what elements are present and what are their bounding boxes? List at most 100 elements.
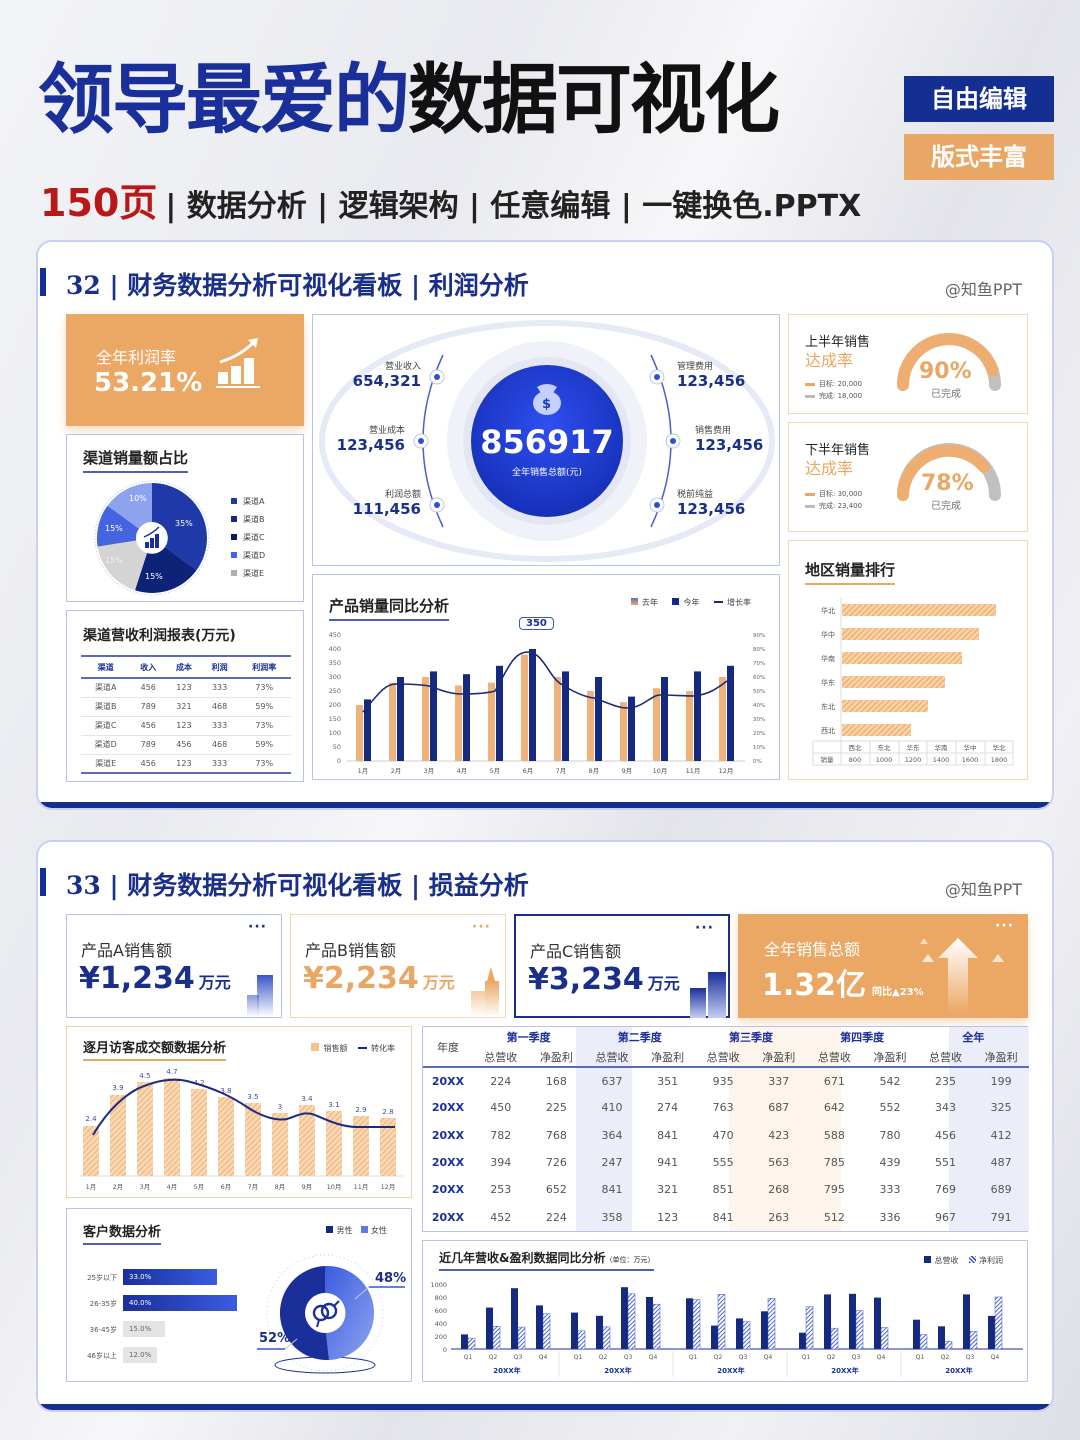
money-bag-icon: $ bbox=[533, 384, 561, 415]
svg-text:4.2: 4.2 bbox=[193, 1079, 204, 1087]
gender-donut-chart bbox=[257, 1254, 405, 1374]
svg-text:20%: 20% bbox=[753, 731, 765, 737]
hero-title: 领导最爱的数据可视化 bbox=[38, 62, 780, 138]
svg-text:15%: 15% bbox=[105, 556, 123, 565]
svg-text:11月: 11月 bbox=[686, 767, 701, 775]
svg-text:300: 300 bbox=[329, 673, 341, 681]
svg-text:10月: 10月 bbox=[653, 767, 668, 775]
svg-text:10月: 10月 bbox=[327, 1183, 342, 1191]
card-title: 近几年营收&盈利数据同比分析（单位：万元） bbox=[439, 1249, 655, 1271]
visitor-revenue-card: 逐月访客成交额数据分析 销售额 转化率 2.4 3.9 4.5 4.7 4.2 3.8 3.… bbox=[66, 1026, 412, 1198]
more-menu-icon[interactable]: ··· bbox=[695, 920, 714, 936]
table-row: 渠道A 456 123 333 73% bbox=[81, 678, 291, 698]
svg-text:西北: 西北 bbox=[849, 744, 863, 752]
kpi-value: ¥3,234 万元 bbox=[528, 962, 680, 997]
hero-title-blue: 领导最爱的 bbox=[38, 55, 410, 144]
svg-text:1000: 1000 bbox=[430, 1281, 447, 1289]
svg-text:Q3: Q3 bbox=[624, 1354, 633, 1361]
peak-callout: 350 bbox=[519, 617, 554, 630]
h2-gauge bbox=[897, 443, 1001, 501]
svg-text:2月: 2月 bbox=[391, 767, 402, 775]
svg-text:Q4: Q4 bbox=[991, 1354, 1000, 1361]
sales-total-label: 全年销售总额(元) bbox=[511, 468, 583, 478]
yearly-grouped-bar-chart: 1000 800 600 400 200 0 Q1 Q2 Q3 Q4 Q1 Q2 Q3 Q4 Q1 Q2… bbox=[430, 1281, 1023, 1377]
channel-share-card: 渠道销量额占比 35% 15% 15% 15% 10% 渠道A 渠道B 渠道C … bbox=[66, 434, 304, 602]
growth-chart-icon bbox=[216, 338, 260, 388]
quarterly-table: 年度 第一季度 第二季度 第三季度 第四季度 全年 总营收 净盈利 总营收 净盈利 … bbox=[423, 1027, 1029, 1231]
profit-rate-label: 全年利润率 bbox=[96, 348, 177, 367]
svg-text:Q3: Q3 bbox=[852, 1354, 861, 1361]
panel-title: 32 | 财务数据分析可视化看板 | 利润分析 bbox=[40, 266, 529, 302]
svg-text:0: 0 bbox=[337, 757, 341, 765]
table-row: 20XX 450 225 410 274 763 687 642 552 343 325 bbox=[431, 1101, 1012, 1115]
panel-title: 33 | 财务数据分析可视化看板 | 损益分析 bbox=[40, 866, 529, 902]
svg-text:0: 0 bbox=[443, 1346, 447, 1354]
kpi-value: 1.32亿 同比▲23% bbox=[762, 968, 924, 1003]
more-menu-icon[interactable]: ··· bbox=[472, 919, 491, 935]
table-row: 20XX 452 224 358 123 841 263 512 336 967 791 bbox=[431, 1210, 1012, 1224]
svg-text:华南: 华南 bbox=[935, 743, 949, 752]
metric-total-profit: 利润总额 111,456 bbox=[352, 490, 421, 518]
svg-text:90%: 90% bbox=[753, 633, 765, 639]
age-labels: 25岁以下 26-35岁 36-45岁 46岁以上 bbox=[87, 1274, 117, 1360]
svg-text:400: 400 bbox=[329, 645, 341, 653]
svg-text:Q2: Q2 bbox=[489, 1354, 498, 1361]
table-row: 渠道C 456 123 333 73% bbox=[81, 716, 291, 736]
brand-watermark: @知鱼PPT bbox=[944, 880, 1022, 899]
svg-text:200: 200 bbox=[435, 1333, 447, 1341]
legend-item: 渠道A bbox=[231, 493, 265, 511]
kpi-value: ¥1,234 万元 bbox=[79, 961, 231, 996]
svg-text:6月: 6月 bbox=[523, 767, 534, 775]
gauge-percent-label: 已完成 bbox=[931, 389, 961, 400]
age-bar: 40.0% bbox=[123, 1295, 237, 1311]
gauge-percent-label: 已完成 bbox=[931, 501, 961, 512]
svg-text:0%: 0% bbox=[753, 759, 762, 765]
metric-admin-expense: 管理费用 123,456 bbox=[677, 362, 746, 390]
svg-text:3.8: 3.8 bbox=[220, 1087, 231, 1095]
svg-text:华东: 华东 bbox=[821, 678, 835, 687]
svg-text:12月: 12月 bbox=[719, 767, 734, 775]
svg-text:30%: 30% bbox=[753, 717, 765, 723]
metric-operating-revenue: 营业收入 654,321 bbox=[352, 362, 421, 390]
tag-rich-layout: 版式丰富 bbox=[904, 134, 1054, 180]
hero-subtitle: 150页 | 数据分析 | 逻辑架构 | 任意编辑 | 一键换色.PPTX bbox=[40, 172, 861, 227]
h1-achievement-card: 上半年销售 达成率 目标: 20,000 完成: 18,000 90% 已完成 bbox=[788, 314, 1028, 414]
building-icon bbox=[471, 967, 499, 1017]
svg-text:600: 600 bbox=[435, 1307, 447, 1315]
age-bar: 33.0% bbox=[123, 1269, 217, 1285]
svg-text:50%: 50% bbox=[753, 689, 765, 695]
card-title: 渠道销量额占比 bbox=[83, 447, 189, 473]
channel-revenue-table: 渠道 收入 成本 利润 利润率 渠道A 456 123 333 73% 渠道B 789 32… bbox=[81, 655, 291, 774]
svg-text:11月: 11月 bbox=[354, 1183, 369, 1191]
channel-revenue-table-card: 渠道营收利润报表(万元) 渠道 收入 成本 利润 利润率 渠道A 456 123 33… bbox=[66, 610, 304, 782]
profit-rate-card: 全年利润率 53.21% bbox=[66, 314, 304, 426]
quarterly-table-card: 年度 第一季度 第二季度 第三季度 第四季度 全年 总营收 净盈利 总营收 净盈利 … bbox=[422, 1026, 1029, 1232]
more-menu-icon[interactable]: ··· bbox=[248, 919, 267, 935]
svg-text:1月: 1月 bbox=[86, 1183, 97, 1191]
svg-text:4月: 4月 bbox=[167, 1183, 178, 1191]
tag-free-edit: 自由编辑 bbox=[904, 76, 1054, 122]
more-menu-icon[interactable]: ··· bbox=[995, 918, 1014, 934]
panel-pnl-analysis: 33 | 财务数据分析可视化看板 | 损益分析 @知鱼PPT ··· 产品A销售… bbox=[36, 840, 1054, 1412]
svg-text:Q1: Q1 bbox=[689, 1354, 698, 1361]
svg-text:4.7: 4.7 bbox=[166, 1068, 177, 1076]
svg-text:华北: 华北 bbox=[821, 606, 835, 615]
legend-item: 渠道D bbox=[231, 547, 265, 565]
svg-text:15%: 15% bbox=[145, 572, 163, 581]
metric-operating-cost: 营业成本 123,456 bbox=[336, 426, 405, 454]
svg-text:400: 400 bbox=[435, 1320, 447, 1328]
gauge-subtitle: 达成率 bbox=[805, 459, 854, 478]
svg-text:2.8: 2.8 bbox=[382, 1108, 393, 1116]
svg-text:4月: 4月 bbox=[457, 767, 468, 775]
svg-text:1200: 1200 bbox=[905, 756, 922, 764]
yearly-comparison-card: 近几年营收&盈利数据同比分析（单位：万元） 总营收 净利润 1000 800 600… bbox=[422, 1240, 1028, 1382]
svg-text:西北: 西北 bbox=[821, 727, 835, 735]
table-row: 20XX 253 652 841 321 851 268 795 333 769 689 bbox=[431, 1183, 1012, 1197]
svg-text:华中: 华中 bbox=[821, 630, 835, 639]
svg-text:1800: 1800 bbox=[991, 756, 1008, 764]
kpi-label: 产品A销售额 bbox=[81, 941, 172, 960]
svg-text:Q4: Q4 bbox=[877, 1354, 886, 1361]
svg-text:5月: 5月 bbox=[194, 1183, 205, 1191]
svg-text:20XX年: 20XX年 bbox=[493, 1366, 521, 1375]
sales-chart-legend: 去年 今年 增长率 bbox=[630, 597, 751, 608]
